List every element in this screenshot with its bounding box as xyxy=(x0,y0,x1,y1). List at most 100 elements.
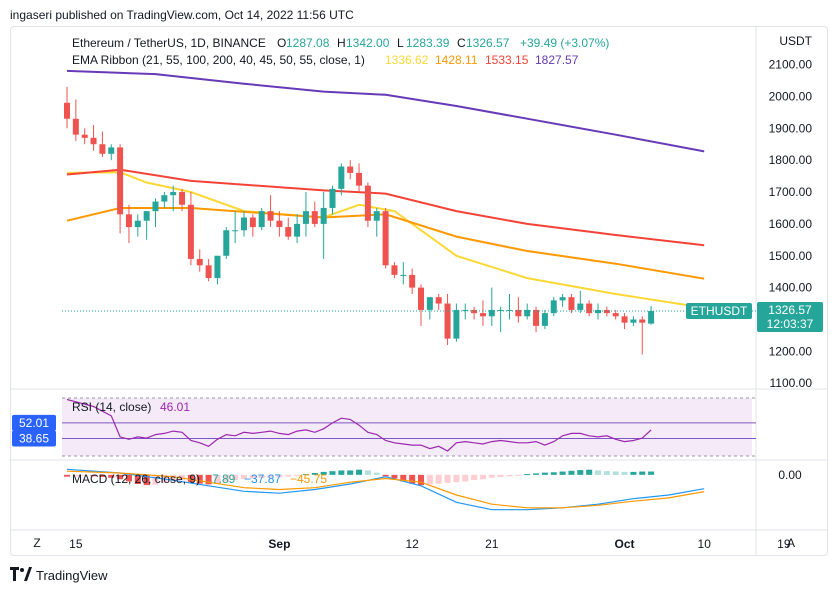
macd-histogram-bar xyxy=(462,474,469,482)
macd-histogram-bar xyxy=(612,471,619,475)
macd-histogram-bar xyxy=(294,474,301,476)
ohlc-key: L xyxy=(397,36,404,50)
chart-frame xyxy=(10,26,828,556)
candle-body xyxy=(90,137,97,145)
macd-histogram-bar xyxy=(108,474,115,478)
macd-histogram-bar xyxy=(267,474,274,478)
candle-body xyxy=(64,102,70,119)
rsi-background xyxy=(62,398,752,456)
macd-histogram-bar xyxy=(302,474,309,476)
price-tick-label: 1900.00 xyxy=(769,121,813,135)
candle-body xyxy=(161,195,168,202)
candle-body xyxy=(258,211,265,228)
macd-histogram-bar xyxy=(205,474,212,485)
rsi-value: 46.01 xyxy=(160,400,190,414)
macd-histogram-bar xyxy=(550,472,557,475)
candle-body xyxy=(117,147,124,215)
publisher-line: ingaseri published on TradingView.com, O… xyxy=(10,8,354,22)
rsi-lower-badge-text: 38.65 xyxy=(19,432,49,446)
candle-body xyxy=(418,287,424,310)
macd-histogram-bar xyxy=(524,474,531,476)
macd-histogram-bar xyxy=(90,474,97,477)
candle-body xyxy=(241,217,247,231)
macd-histogram-bar xyxy=(356,469,363,475)
candle-body xyxy=(72,118,79,135)
candle-body xyxy=(488,309,495,317)
auto-scale-button[interactable]: A xyxy=(787,536,795,550)
candle-body xyxy=(179,192,186,205)
ema-ribbon-line xyxy=(66,171,705,309)
macd-histogram-bar xyxy=(444,474,451,483)
macd-value: −45.75 xyxy=(290,472,327,486)
candle-body xyxy=(595,309,601,314)
bar-countdown: 12:03:37 xyxy=(767,317,814,331)
candle-body xyxy=(311,211,318,224)
macd-histogram-bar xyxy=(639,471,646,475)
time-tick-label: Sep xyxy=(268,537,290,551)
macd-histogram-bar xyxy=(320,471,327,475)
candle-body xyxy=(550,300,557,314)
macd-histogram-bar xyxy=(453,474,460,483)
candle-body xyxy=(524,309,531,317)
candle-body xyxy=(568,297,575,310)
macd-histogram-bar xyxy=(276,474,283,478)
candle-body xyxy=(302,211,309,224)
candle-body xyxy=(533,309,540,326)
rsi-label: RSI (14, close) xyxy=(72,400,151,414)
time-tick-label: Oct xyxy=(615,537,635,551)
macd-histogram-bar xyxy=(568,470,575,475)
macd-histogram-bar xyxy=(187,474,194,483)
candle-body xyxy=(382,211,389,266)
tradingview-logo[interactable]: TradingView xyxy=(10,567,108,584)
symbol-badge-label: ETHUSDT xyxy=(691,304,748,318)
macd-histogram-bar xyxy=(338,470,345,475)
time-tick-label: 21 xyxy=(485,537,499,551)
macd-label: MACD (12, 26, close, 9) xyxy=(72,472,200,486)
ohlc-value: 1326.57 xyxy=(466,36,510,50)
macd-histogram-bar xyxy=(391,474,398,479)
candle-body xyxy=(506,309,513,311)
candle-body xyxy=(356,172,363,186)
macd-histogram-bar xyxy=(241,474,247,480)
candle-body xyxy=(577,303,584,310)
candle-body xyxy=(249,217,256,228)
candle-body xyxy=(338,166,345,189)
macd-histogram-bar xyxy=(249,474,256,479)
candle-body xyxy=(612,313,619,317)
candle-body xyxy=(559,297,566,301)
candle-body xyxy=(462,309,469,311)
price-tick-label: 1600.00 xyxy=(769,217,813,231)
macd-value: −37.87 xyxy=(244,472,281,486)
macd-histogram-bar xyxy=(214,474,221,484)
price-tick-label: 1100.00 xyxy=(770,376,813,390)
macd-histogram-bar xyxy=(232,474,239,480)
macd-histogram-bar xyxy=(515,474,522,476)
candle-body xyxy=(108,147,115,154)
signal-line xyxy=(66,470,705,509)
candle-body xyxy=(232,230,239,232)
tradingview-logo-text: TradingView xyxy=(36,568,108,583)
ema-ribbon-label: EMA Ribbon (21, 55, 100, 200, 40, 45, 50… xyxy=(72,53,365,67)
candle-body xyxy=(347,166,354,173)
macd-histogram-bar xyxy=(595,470,601,475)
ema-ribbon-value: 1533.15 xyxy=(485,53,529,67)
time-tick-label: 19 xyxy=(777,537,791,551)
macd-histogram-bar xyxy=(479,474,486,480)
candle-body xyxy=(143,211,150,221)
macd-histogram-bar xyxy=(134,474,141,484)
price-tick-label: 1200.00 xyxy=(769,344,813,358)
time-tick-label: 15 xyxy=(69,537,83,551)
macd-histogram-bar xyxy=(648,471,655,475)
candle-body xyxy=(400,274,407,276)
macd-histogram-bar xyxy=(329,471,336,475)
candle-body xyxy=(196,258,203,266)
ema-ribbon-value: 1336.62 xyxy=(385,53,429,67)
rsi-line xyxy=(66,398,652,452)
macd-zero-tick: 0.00 xyxy=(778,468,802,482)
tradingview-logo-icon xyxy=(10,567,32,584)
zoom-scale-button[interactable]: Z xyxy=(33,536,40,550)
candle-body xyxy=(639,319,646,323)
candle-body xyxy=(99,144,106,154)
macd-histogram-bar xyxy=(471,474,478,480)
